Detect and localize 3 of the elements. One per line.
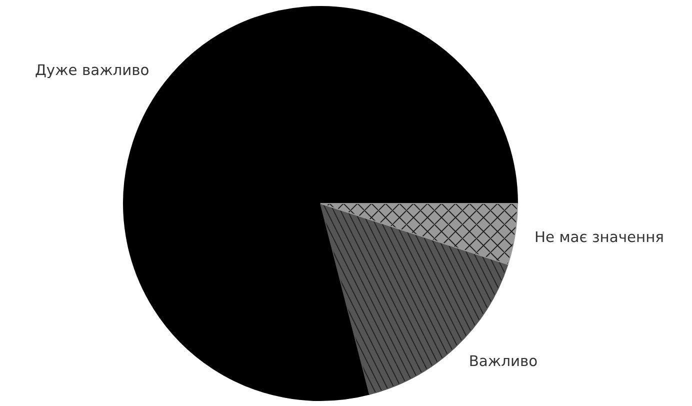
slice-label: Дуже важливо xyxy=(34,62,150,80)
slice-label: Важливо xyxy=(468,352,538,370)
slice-label: Не має значення xyxy=(534,228,664,246)
